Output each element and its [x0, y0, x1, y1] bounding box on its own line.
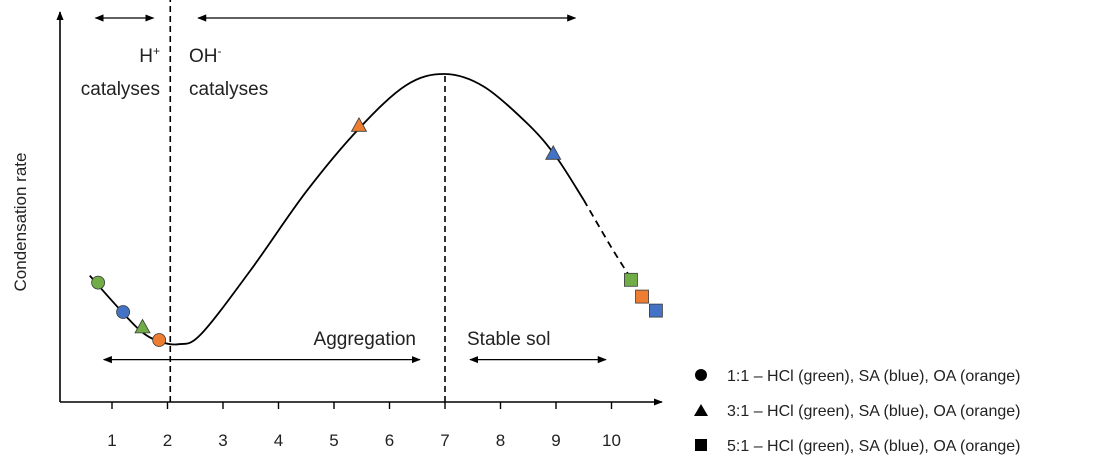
data-point-square — [649, 303, 663, 318]
range-arrows — [94, 14, 607, 364]
divider-lines — [169, 0, 446, 402]
annotation-ohminus-sup: - — [218, 44, 222, 58]
data-point-triangle — [134, 318, 151, 334]
legend-label-1: 1:1 – HCl (green), SA (blue), OA (orange… — [727, 368, 1020, 385]
x-ticks: 1 2 3 4 5 6 7 8 9 10 — [107, 402, 621, 450]
data-point-triangle — [350, 116, 368, 132]
annotation-hplus-line2: catalyses — [81, 79, 160, 100]
x-tick-label: 2 — [163, 431, 172, 450]
x-tick-label: 3 — [218, 431, 227, 450]
curve-solid — [89, 73, 585, 346]
data-point-square — [635, 289, 649, 304]
legend-label-3: 5:1 – HCl (green), SA (blue), OA (orange… — [727, 438, 1020, 455]
legend-triangle-icon — [694, 404, 708, 416]
annotation-ohminus-line2: catalyses — [189, 79, 268, 100]
annotation-ohminus-base: OH — [189, 46, 218, 67]
data-point-circle — [116, 305, 130, 319]
curve-dashed — [582, 199, 632, 279]
annotation-hplus-sup: + — [153, 44, 160, 58]
x-tick-label: 1 — [107, 431, 116, 450]
condensation-curve — [89, 73, 632, 346]
x-tick-label: 6 — [385, 431, 394, 450]
annotation-hplus-base: H — [139, 46, 153, 67]
y-axis-label: Condensation rate — [11, 153, 30, 292]
x-tick-label: 8 — [496, 431, 505, 450]
x-tick-label: 5 — [329, 431, 338, 450]
x-tick-label: 4 — [274, 431, 283, 450]
legend-label-2: 3:1 – HCl (green), SA (blue), OA (orange… — [727, 403, 1020, 420]
x-tick-label: 7 — [440, 431, 449, 450]
data-point-circle — [152, 333, 167, 347]
annotation-stable-sol: Stable sol — [467, 329, 550, 350]
data-markers — [91, 116, 663, 347]
x-tick-label: 10 — [602, 431, 621, 450]
annotation-hplus: H+ — [139, 44, 160, 67]
x-tick-label: 9 — [551, 431, 560, 450]
data-point-triangle — [545, 144, 562, 160]
annotation-ohminus: OH- — [189, 44, 222, 67]
legend-square-icon — [695, 439, 707, 451]
data-point-square — [624, 272, 638, 287]
legend-circle-icon — [695, 369, 707, 381]
legend: 1:1 – HCl (green), SA (blue), OA (orange… — [694, 368, 1020, 455]
annotation-aggregation: Aggregation — [314, 329, 416, 350]
data-point-circle — [91, 275, 106, 290]
